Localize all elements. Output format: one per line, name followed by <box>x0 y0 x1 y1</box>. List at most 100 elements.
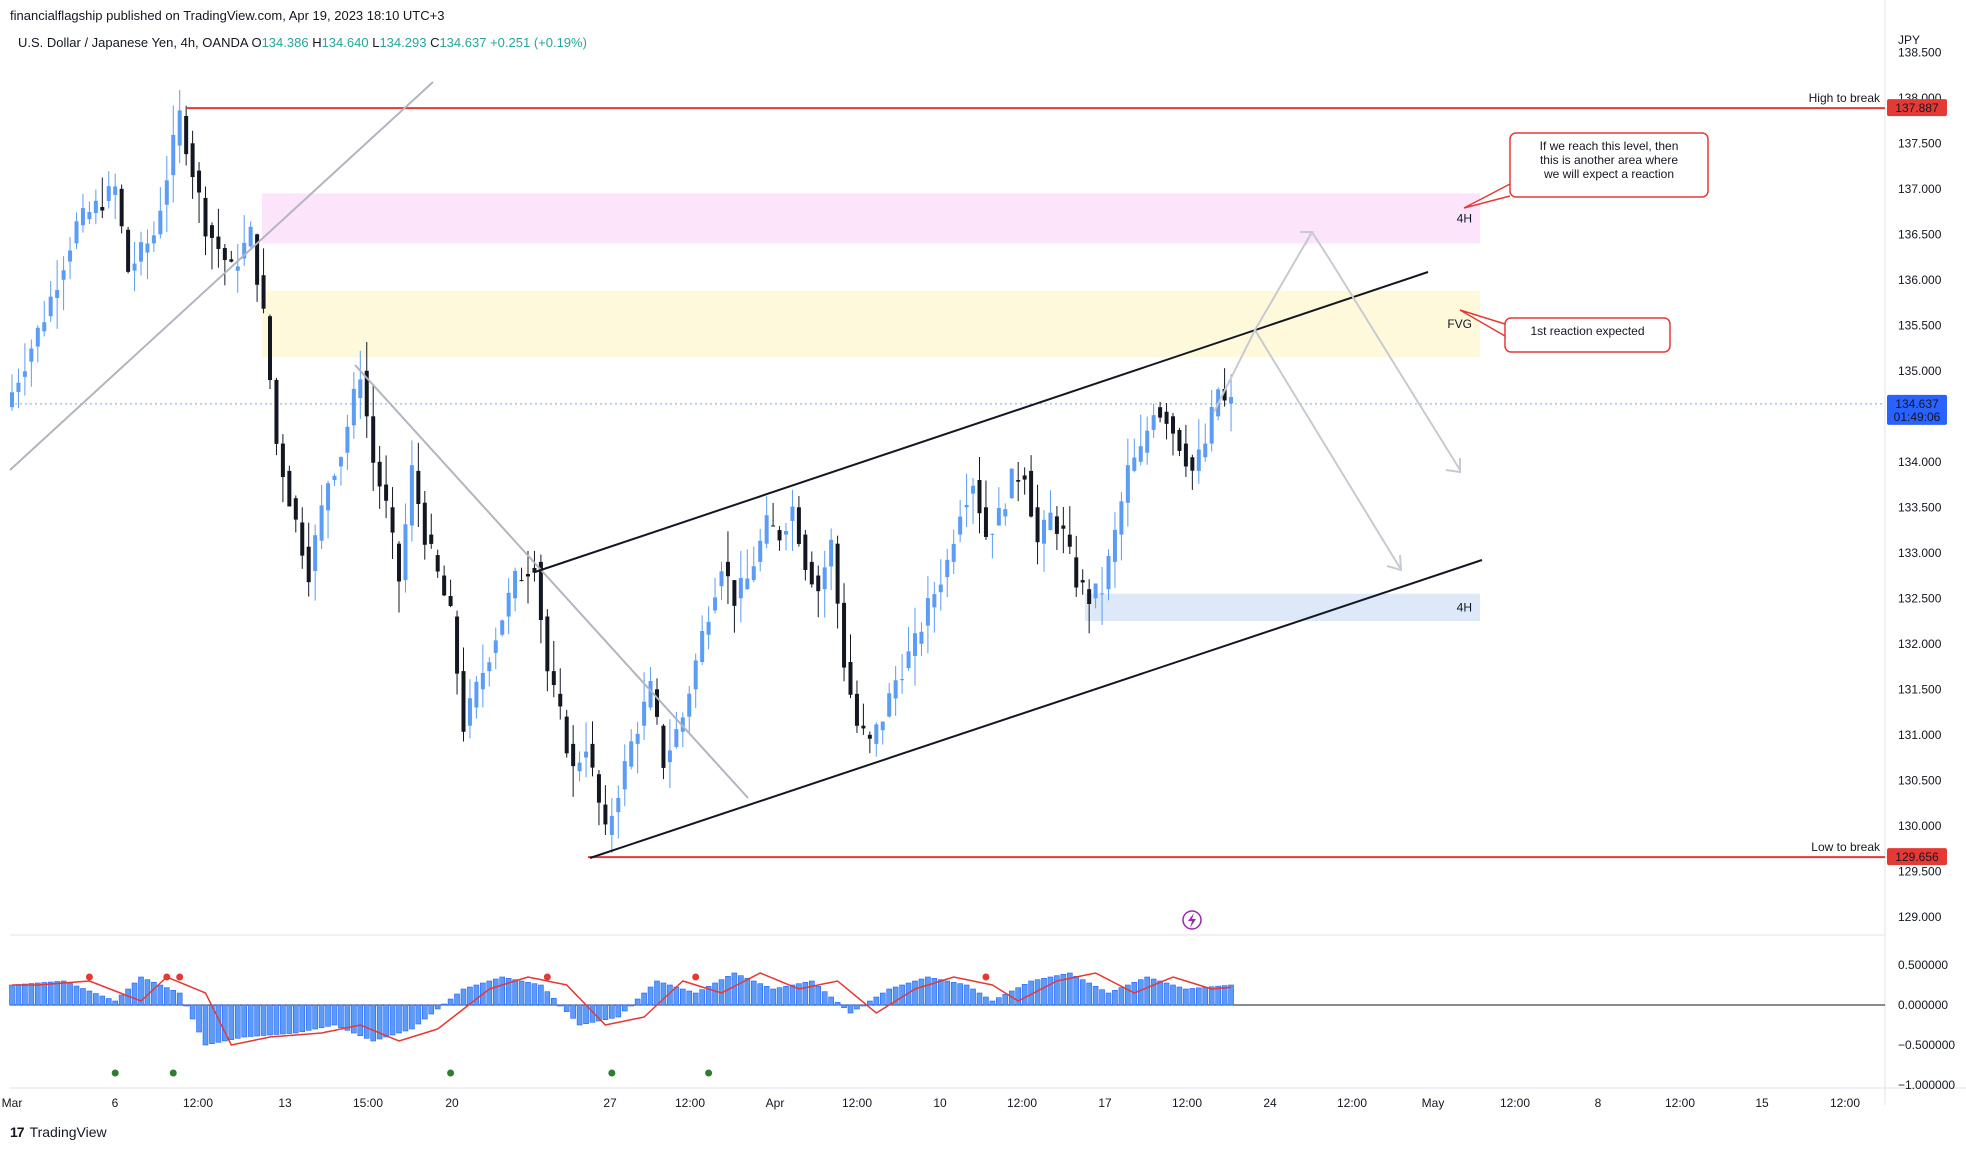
price-tick: 133.500 <box>1898 500 1942 514</box>
lightning-bolt-icon <box>1188 913 1196 928</box>
candle-body <box>1074 557 1079 588</box>
candle-body <box>16 382 21 393</box>
histogram-bar <box>105 998 112 1006</box>
candle-body <box>996 508 1001 526</box>
candle-body <box>300 522 305 556</box>
histogram-bar <box>41 982 48 1006</box>
oscillator-tick: −0.500000 <box>1898 1038 1955 1052</box>
price-tick: 132.000 <box>1898 637 1942 651</box>
candle-body <box>506 592 511 617</box>
price-tick: 137.500 <box>1898 136 1942 150</box>
candle-body <box>145 243 150 253</box>
histogram-bar <box>254 1004 260 1037</box>
candle-body <box>280 443 285 478</box>
histogram-bar <box>73 985 80 1006</box>
candle-body <box>461 671 466 732</box>
candle-body <box>1132 457 1137 471</box>
histogram-bar <box>492 978 499 1006</box>
candle-body <box>635 733 640 744</box>
histogram-bar <box>950 982 957 1006</box>
candle-body <box>642 701 647 726</box>
candle-body <box>803 534 808 571</box>
candle-body <box>622 761 627 790</box>
candle-body <box>209 225 214 238</box>
oscillator-tick: −1.000000 <box>1898 1078 1955 1092</box>
candle-body <box>977 480 982 514</box>
histogram-bar <box>486 980 493 1006</box>
candle-body <box>964 504 969 508</box>
histogram-bar <box>357 1004 364 1036</box>
candle-body <box>100 207 105 211</box>
projection-arrowhead-2-icon <box>1386 554 1403 572</box>
candle-body <box>422 502 427 545</box>
histogram-bar <box>67 983 73 1006</box>
histogram-bar <box>518 980 525 1006</box>
histogram-bar <box>918 978 925 1006</box>
change-value: +0.251 (+0.19%) <box>490 35 587 50</box>
histogram-bar <box>370 1004 377 1042</box>
candle-body <box>1145 430 1150 453</box>
histogram-bar <box>164 987 170 1006</box>
histogram-bar <box>202 1004 209 1046</box>
histogram-bar <box>596 1004 602 1022</box>
zone-1 <box>262 290 1480 358</box>
histogram-bar <box>512 979 518 1006</box>
price-tick: 131.500 <box>1898 682 1942 696</box>
last-price-tag-bg <box>1887 394 1947 425</box>
candle-body <box>435 555 440 572</box>
histogram-bar <box>138 976 144 1006</box>
histogram-bar <box>1047 976 1054 1006</box>
time-tick: 12:00 <box>675 1096 705 1110</box>
histogram-bar <box>54 981 60 1006</box>
signal-dot-red <box>543 973 551 981</box>
zone-2 <box>1085 593 1480 622</box>
histogram-bar <box>151 982 157 1006</box>
callout-reaction-area-pointer <box>1463 183 1511 209</box>
histogram-bar <box>867 1000 873 1006</box>
candle-body <box>925 598 930 626</box>
histogram-bar <box>789 984 796 1006</box>
signal-dot-green <box>169 1069 177 1077</box>
candle-body <box>674 729 679 747</box>
candle-body <box>629 741 634 767</box>
histogram-bar <box>1137 979 1144 1006</box>
candle-body <box>139 242 143 262</box>
candle-body <box>216 236 221 249</box>
candle-body <box>1164 411 1169 424</box>
candle-body <box>571 743 576 767</box>
histogram-bar <box>750 980 757 1006</box>
histogram-bar <box>60 980 67 1006</box>
histogram-bar <box>383 1004 389 1038</box>
candle-body <box>713 597 718 611</box>
candle-body <box>880 721 885 731</box>
tradingview-logo[interactable]: 17 TradingView <box>10 1124 107 1140</box>
callout-reaction-area-text: If we reach this level, then this is anot… <box>1540 139 1679 181</box>
callout-reaction-area-line: If we reach this level, then <box>1540 139 1679 153</box>
oscillator-tick: 0.000000 <box>1898 998 1948 1012</box>
candle-body <box>687 693 692 717</box>
histogram-bar <box>821 991 828 1006</box>
price-tick: 136.000 <box>1898 273 1942 287</box>
candle-body <box>132 263 137 271</box>
candle-body <box>764 515 769 544</box>
histogram-bar <box>176 992 183 1006</box>
signal-dot-red <box>982 973 990 981</box>
low-to-break-label: Low to break <box>1811 840 1881 854</box>
histogram-bar <box>325 1004 331 1027</box>
histogram-bar <box>473 984 480 1006</box>
histogram-bar <box>983 996 989 1006</box>
histogram-bar <box>763 986 770 1006</box>
projection-path-down-1 <box>1311 231 1461 471</box>
candle-body <box>913 633 917 656</box>
histogram-bar <box>99 995 106 1006</box>
candle-body <box>706 621 711 635</box>
time-tick: 12:00 <box>1172 1096 1202 1110</box>
zone-0 <box>262 193 1480 244</box>
histogram-bar <box>247 1004 254 1037</box>
candle-body <box>248 226 253 247</box>
candle-body <box>55 290 60 298</box>
callout-first-reaction-pointer <box>1459 309 1506 337</box>
candle-body <box>1100 593 1105 595</box>
histogram-bar <box>434 1004 441 1010</box>
